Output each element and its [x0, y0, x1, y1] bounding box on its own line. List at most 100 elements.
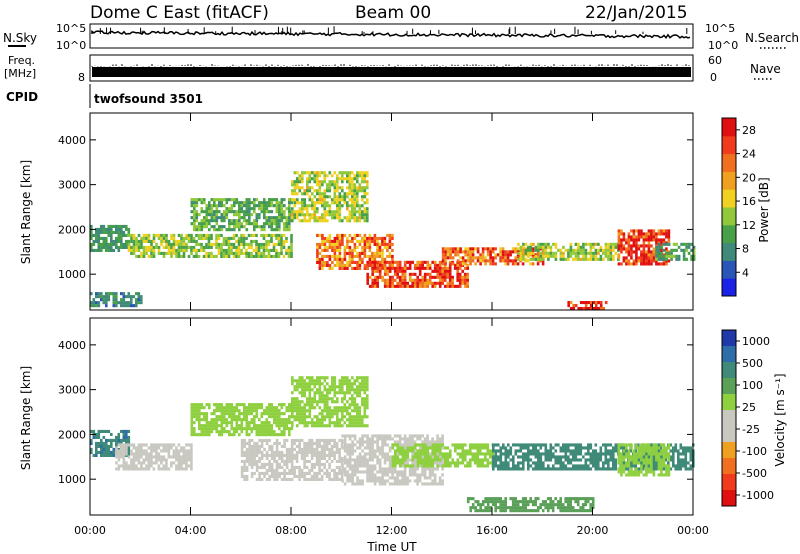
data-cell [343, 251, 347, 255]
data-cell [313, 174, 317, 178]
data-cell [577, 251, 580, 255]
data-cell [272, 233, 276, 237]
data-cell [303, 207, 307, 211]
data-cell [441, 275, 444, 279]
data-cell [125, 429, 128, 433]
data-cell [371, 449, 374, 453]
data-cell [383, 443, 387, 447]
data-cell [268, 403, 271, 407]
data-cell [135, 449, 138, 453]
data-cell [157, 248, 161, 252]
data-cell [205, 213, 209, 217]
data-cell [288, 418, 291, 422]
data-cell [326, 394, 329, 398]
data-cell [323, 406, 327, 410]
data-cell [413, 449, 417, 453]
data-cell [436, 443, 440, 447]
data-cell [333, 441, 336, 445]
data-cell [554, 254, 558, 258]
data-cell [426, 482, 429, 486]
data-cell [373, 254, 377, 258]
data-cell [311, 400, 314, 404]
data-cell [665, 251, 668, 255]
data-cell [308, 394, 312, 398]
colorbar-swatch [722, 207, 736, 226]
data-cell [388, 263, 392, 267]
data-cell [293, 379, 297, 383]
data-cell [190, 251, 193, 255]
data-cell [361, 455, 364, 459]
data-cell [353, 424, 357, 428]
data-cell [225, 403, 229, 407]
data-cell [208, 201, 211, 205]
data-cell [363, 195, 367, 199]
data-cell [273, 216, 276, 220]
data-cell [466, 272, 469, 276]
data-cell [115, 292, 118, 296]
data-cell [423, 266, 427, 270]
freq-tick: 8 [78, 71, 85, 84]
data-cell [376, 458, 379, 462]
data-cell [190, 430, 194, 434]
data-cell [213, 418, 216, 422]
data-cell [363, 192, 367, 196]
data-cell [301, 213, 304, 217]
data-cell [152, 248, 156, 252]
data-cell [298, 415, 302, 419]
data-cell [105, 292, 108, 296]
data-cell [657, 229, 661, 233]
data-cell [336, 207, 339, 211]
data-cell [333, 201, 337, 205]
data-cell [419, 449, 422, 453]
data-cell [253, 453, 256, 457]
data-cell [356, 391, 359, 395]
data-cell [542, 257, 545, 261]
data-cell [366, 394, 369, 398]
data-cell [107, 230, 111, 234]
data-cell [152, 245, 156, 249]
data-cell [306, 388, 309, 392]
data-cell [270, 225, 274, 229]
data-cell [501, 256, 505, 260]
data-cell [642, 235, 646, 239]
data-cell [167, 446, 171, 450]
data-cell [150, 254, 153, 258]
data-cell [278, 225, 281, 229]
data-cell [434, 455, 437, 459]
data-cell [476, 250, 480, 254]
data-cell [690, 242, 693, 246]
data-cell [328, 266, 332, 270]
data-cell [471, 443, 475, 447]
data-cell [406, 455, 410, 459]
data-cell [253, 204, 256, 208]
data-cell [227, 254, 231, 258]
data-cell [627, 238, 631, 242]
data-cell [95, 435, 98, 439]
data-cell [225, 198, 229, 202]
data-cell [225, 242, 228, 246]
data-cell [401, 476, 404, 480]
data-cell [368, 263, 372, 267]
data-cell [285, 438, 289, 442]
data-cell [413, 461, 417, 465]
data-cell [213, 213, 216, 217]
data-cell [582, 301, 585, 305]
data-cell [180, 467, 183, 471]
data-cell [90, 236, 93, 240]
data-cell [393, 260, 397, 264]
data-cell [564, 257, 568, 261]
data-cell [647, 229, 651, 233]
data-cell [414, 452, 417, 456]
data-cell [667, 238, 671, 242]
data-cell [135, 467, 138, 471]
data-cell [325, 441, 329, 445]
data-cell [323, 263, 327, 267]
data-cell [282, 242, 286, 246]
data-cell [343, 440, 347, 444]
data-cell [265, 210, 269, 214]
data-cell [418, 263, 422, 267]
data-cell [404, 452, 407, 456]
data-cell [376, 443, 379, 447]
data-cell [311, 204, 314, 208]
data-cell [200, 201, 204, 205]
